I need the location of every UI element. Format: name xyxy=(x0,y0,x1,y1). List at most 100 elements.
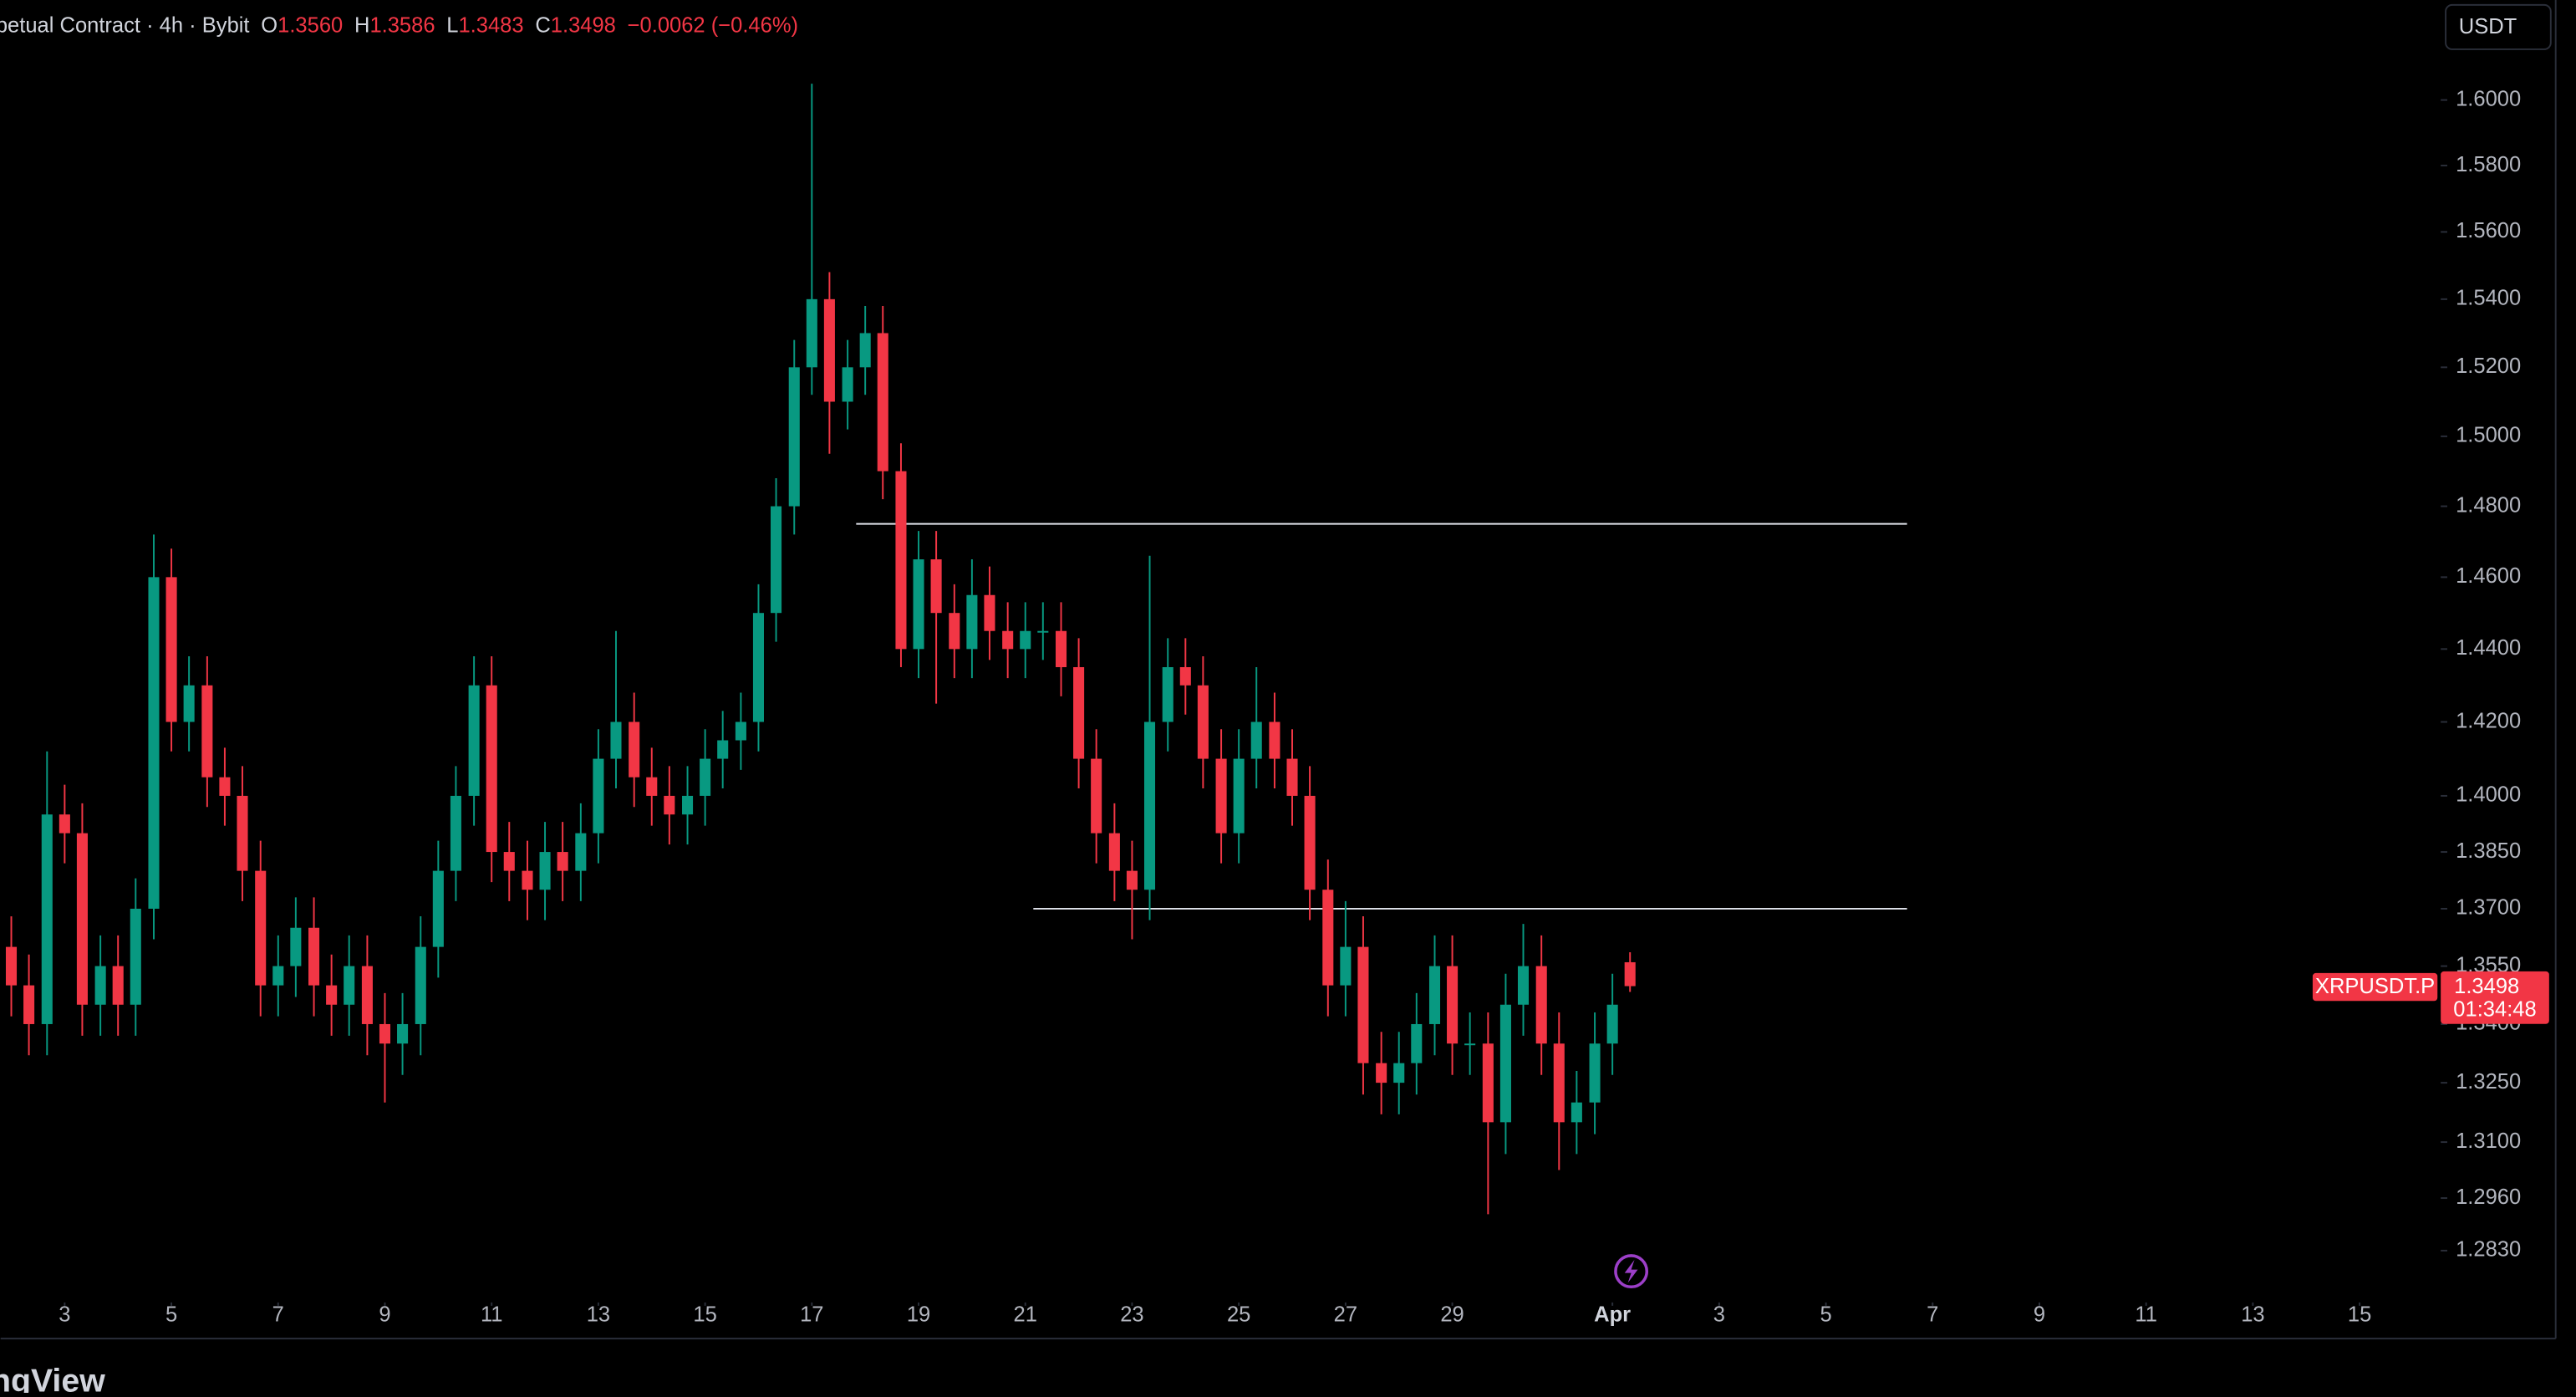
candle-body xyxy=(165,577,177,722)
candle-body xyxy=(1055,630,1067,668)
candle-body xyxy=(1340,946,1352,986)
alert-icon[interactable] xyxy=(1614,1254,1649,1289)
candle-body xyxy=(1499,1004,1511,1123)
ohlc-label: H xyxy=(354,13,369,37)
candle-body xyxy=(752,613,765,722)
ohlc-value: 1.3586 xyxy=(369,13,435,37)
candle-body xyxy=(450,795,461,871)
candle-body xyxy=(1428,966,1441,1024)
candle-body xyxy=(788,367,800,507)
candle-body xyxy=(1322,890,1334,986)
currency-button[interactable] xyxy=(2445,3,2552,50)
candle-body xyxy=(237,795,248,871)
currency[interactable]: USDT xyxy=(2459,15,2517,38)
candle-body xyxy=(1606,1004,1618,1044)
candle-body xyxy=(272,966,284,986)
x-tick-label: 7 xyxy=(272,1303,284,1326)
y-tick-label: 1.4200 xyxy=(2456,709,2521,732)
x-tick-label: 23 xyxy=(1120,1303,1143,1326)
alert-circle[interactable] xyxy=(1614,1254,1649,1289)
candle-body xyxy=(913,559,924,650)
candle-body xyxy=(1517,966,1530,1005)
candle-body xyxy=(1589,1043,1601,1103)
candle-body xyxy=(717,740,729,759)
candle-body xyxy=(771,506,782,614)
alert-bolt[interactable] xyxy=(1624,1259,1638,1283)
candle-body xyxy=(1126,870,1138,890)
candle-body xyxy=(255,870,267,986)
candle-body xyxy=(486,685,497,853)
candle-body xyxy=(1411,1023,1423,1063)
candle-body xyxy=(290,927,302,966)
candle-body xyxy=(1108,833,1120,871)
x-tick-label: 17 xyxy=(800,1303,823,1326)
candle-body xyxy=(610,721,622,759)
candle-body xyxy=(1553,1043,1565,1123)
candle-body xyxy=(1179,667,1191,686)
candle-body xyxy=(1162,667,1173,722)
y-tick-label: 1.5200 xyxy=(2456,354,2521,378)
x-tick-label: 11 xyxy=(481,1303,503,1326)
x-tick-label: 11 xyxy=(2135,1303,2157,1326)
candle-body xyxy=(1250,721,1262,759)
candle-body xyxy=(148,577,160,909)
x-tick-label: 9 xyxy=(2034,1303,2045,1326)
y-tick-label: 1.4400 xyxy=(2456,636,2521,660)
candle-body xyxy=(468,685,480,796)
candle-body xyxy=(823,298,835,402)
candle-body xyxy=(522,870,533,890)
candle-body xyxy=(94,966,106,1005)
candles xyxy=(5,84,1636,1215)
candle-body xyxy=(806,298,817,368)
ohlc-label: C xyxy=(535,13,550,37)
candle-body xyxy=(557,852,568,871)
candle-body xyxy=(930,559,942,614)
candle-body xyxy=(1002,630,1014,650)
candle-body xyxy=(1215,758,1227,834)
x-tick-label: 15 xyxy=(2348,1303,2371,1326)
candle-body xyxy=(877,333,888,472)
candle-body xyxy=(308,927,320,986)
candle-body xyxy=(1482,1043,1494,1123)
x-tick-label: Apr xyxy=(1594,1303,1631,1326)
candle-body xyxy=(183,685,195,722)
x-tick-label: 13 xyxy=(2241,1303,2264,1326)
ohlc-label: O xyxy=(261,13,277,37)
y-tick-label: 1.5600 xyxy=(2456,219,2521,242)
candle-body xyxy=(1143,721,1156,890)
candle-body xyxy=(397,1023,409,1044)
candle-body xyxy=(59,814,70,834)
candle-body xyxy=(219,777,231,796)
x-tick-label: 9 xyxy=(379,1303,390,1326)
y-tick-label: 1.4800 xyxy=(2456,493,2521,517)
y-tick-label: 1.2830 xyxy=(2456,1238,2521,1262)
candle-body xyxy=(735,721,746,741)
ohlc-value: 1.3483 xyxy=(458,13,523,37)
candle-body xyxy=(1286,758,1298,796)
ohlc-value: 1.3560 xyxy=(277,13,343,37)
candle-body xyxy=(5,946,18,986)
candle-body xyxy=(539,852,551,890)
candle-body xyxy=(1020,630,1031,650)
symbol: petual Contract · 4h · Bybit xyxy=(0,13,250,37)
x-tick-label: 29 xyxy=(1440,1303,1464,1326)
candle-body xyxy=(1624,961,1636,987)
y-tick-label: 1.6000 xyxy=(2456,87,2521,110)
x-tick-label: 21 xyxy=(1014,1303,1037,1326)
candle-body xyxy=(1197,685,1209,759)
candle-body xyxy=(1447,966,1459,1044)
y-tick-label: 1.2960 xyxy=(2456,1185,2521,1209)
x-tick-label: 13 xyxy=(587,1303,610,1326)
candle-body xyxy=(503,852,515,871)
ohlc-value: 1.3498 xyxy=(551,13,616,37)
y-tick-label: 1.5800 xyxy=(2456,153,2521,176)
candle-body xyxy=(664,795,675,815)
ohlc-label: L xyxy=(446,13,458,37)
ticker-tag xyxy=(2312,972,2438,1002)
y-tick-label: 1.5000 xyxy=(2456,424,2521,447)
candle-body xyxy=(415,946,426,1024)
candle-body xyxy=(842,367,853,402)
y-tick-label: 1.3100 xyxy=(2456,1129,2521,1153)
